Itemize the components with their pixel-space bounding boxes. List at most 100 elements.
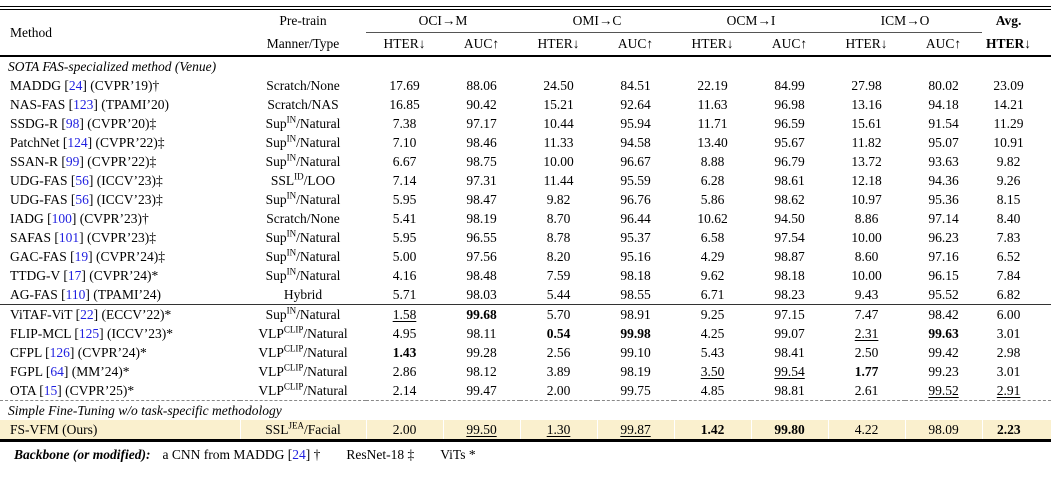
metric-value: 96.15 <box>928 268 959 283</box>
table-row: UDG-FAS [56] (ICCV’23)‡ SSLID/LOO 7.14 97.3… <box>0 171 1051 190</box>
citation-link[interactable]: 98 <box>65 116 80 131</box>
pretrain-manner-type: SupIN/Natural <box>265 133 341 150</box>
table-row: FLIP-MCL [125] (ICCV’23)* VLPCLIP/Natural… <box>0 324 1051 343</box>
citation-link[interactable]: 19 <box>74 249 89 264</box>
method-name: ViTAF-ViT [22] (ECCV’22)* <box>0 304 240 324</box>
table-row: TTDG-V [17] (CVPR’24)* SupIN/Natural 4.16 9… <box>0 266 1051 285</box>
citation-link[interactable]: 56 <box>75 192 89 207</box>
metric-value: 98.62 <box>774 192 805 207</box>
section-header: Simple Fine-Tuning w/o task-specific met… <box>0 400 1051 420</box>
citation-link[interactable]: 24 <box>68 78 83 93</box>
citation-link[interactable]: 125 <box>78 326 100 341</box>
metric-value: 8.15 <box>996 192 1021 207</box>
citation-link[interactable]: 126 <box>49 345 70 360</box>
table-row: UDG-FAS [56] (ICCV’23)‡ SupIN/Natural 5.95… <box>0 190 1051 209</box>
metric-value: 94.18 <box>928 97 959 112</box>
method-name: MADDG [24] (CVPR’19)† <box>10 78 160 93</box>
metric-value: 4.22 <box>827 420 906 442</box>
metric-value: 95.07 <box>928 135 959 150</box>
citation-link[interactable]: 110 <box>65 287 86 302</box>
metric-value: 95.16 <box>620 249 651 264</box>
table-row: GAC-FAS [19] (CVPR’24)‡ SupIN/Natural 5.00… <box>0 247 1051 266</box>
citation-link[interactable]: 24 <box>292 447 306 462</box>
method-name: OTA [15] (CVPR’25)* <box>10 383 135 398</box>
metric-value: 4.85 <box>700 383 725 398</box>
pretrain-manner-type: SupIN/Natural <box>265 266 341 283</box>
metric-value: 99.75 <box>620 383 651 398</box>
metric-value: 8.88 <box>700 154 725 169</box>
citation-link[interactable]: 101 <box>58 230 80 245</box>
metric-value: 7.59 <box>546 268 571 283</box>
metric-value: 4.95 <box>392 326 417 341</box>
metric-value: 98.19 <box>466 211 497 226</box>
metric-value: 24.50 <box>543 78 574 93</box>
metric-value: 11.33 <box>543 135 574 150</box>
metric-value: 96.23 <box>928 230 959 245</box>
metric-value: 7.38 <box>392 116 417 131</box>
metric-value: 8.20 <box>546 249 571 264</box>
metric-value: 5.86 <box>700 192 725 207</box>
table-footnote: Backbone (or modified): a CNN from MADDG … <box>0 442 1051 463</box>
metric-value: 0.54 <box>546 326 571 341</box>
metric-value: 98.03 <box>466 287 497 302</box>
method-name: UDG-FAS [56] (ICCV’23)‡ <box>10 173 163 188</box>
metric-value: 2.56 <box>546 345 571 360</box>
metric-value: 98.75 <box>466 154 497 169</box>
method-name: GAC-FAS [19] (CVPR’24)‡ <box>10 249 166 264</box>
citation-link[interactable]: 56 <box>75 173 89 188</box>
citation-link[interactable]: 123 <box>73 97 94 112</box>
method-name: FS-VFM (Ours) <box>0 420 240 442</box>
pretrain-manner-type: Scratch/None <box>266 78 340 93</box>
citation-link[interactable]: 99 <box>65 154 80 169</box>
metric-value: 27.98 <box>851 78 882 93</box>
metric-value: 7.10 <box>392 135 417 150</box>
metric-value: 16.85 <box>389 97 420 112</box>
metric-value: 99.80 <box>750 420 829 442</box>
metric-value: 8.70 <box>546 211 571 226</box>
citation-link[interactable]: 15 <box>43 383 58 398</box>
metric-value: 2.00 <box>546 383 571 398</box>
metric-value: 96.98 <box>774 97 805 112</box>
section-row: SOTA FAS-specialized method (Venue) <box>0 56 1051 76</box>
citation-link[interactable]: 64 <box>50 364 64 379</box>
col-header-hter: HTER↓ <box>383 36 426 51</box>
metric-value: 2.98 <box>996 345 1021 360</box>
pretrain-manner-type: VLPCLIP/Natural <box>258 381 348 398</box>
metric-value: 9.82 <box>996 154 1021 169</box>
metric-value: 1.30 <box>519 420 598 442</box>
citation-link[interactable]: 22 <box>80 307 94 322</box>
pretrain-manner-type: Scratch/None <box>266 211 340 226</box>
col-header-pretrain-line1: Pre-train <box>279 13 327 29</box>
metric-value: 97.54 <box>774 230 805 245</box>
metric-value: 99.68 <box>443 304 521 324</box>
metric-value: 95.37 <box>620 230 651 245</box>
results-body: SOTA FAS-specialized method (Venue) MADDG… <box>0 56 1051 442</box>
pretrain-manner-type: Hybrid <box>283 287 323 302</box>
method-name: AG-FAS [110] (TPAMI’24) <box>10 287 162 302</box>
citation-link[interactable]: 124 <box>67 135 88 150</box>
metric-value: 5.71 <box>392 287 417 302</box>
metric-value: 98.81 <box>774 383 805 398</box>
col-header-auc: AUC↑ <box>463 36 500 51</box>
metric-value: 93.63 <box>928 154 959 169</box>
citation-link[interactable]: 17 <box>67 268 82 283</box>
pretrain-manner-type: VLPCLIP/Natural <box>258 343 348 360</box>
metric-value: 99.54 <box>774 364 805 379</box>
metric-value: 98.87 <box>774 249 805 264</box>
table-row: IADG [100] (CVPR’23)† Scratch/None 5.41 98.… <box>0 209 1051 228</box>
metric-value: 1.43 <box>392 345 417 360</box>
metric-value: 10.00 <box>851 230 882 245</box>
table-row: SSDG-R [98] (CVPR’20)‡ SupIN/Natural 7.38 9… <box>0 114 1051 133</box>
footnote-label: Backbone (or modified): <box>14 447 151 462</box>
citation-link[interactable]: 100 <box>51 211 72 226</box>
header-row-metrics: Manner/Type HTER↓ AUC↑ HTER↓ AUC↑ HTER↓ … <box>0 33 1051 57</box>
metric-value: 3.50 <box>700 364 725 379</box>
metric-value: 95.59 <box>620 173 651 188</box>
metric-value: 96.79 <box>774 154 805 169</box>
metric-value: 95.67 <box>774 135 805 150</box>
metric-value: 98.41 <box>774 345 805 360</box>
pretrain-manner-type: SupIN/Natural <box>265 247 341 264</box>
metric-value: 8.78 <box>546 230 571 245</box>
metric-value: 5.70 <box>520 304 598 324</box>
metric-value: 13.16 <box>851 97 882 112</box>
